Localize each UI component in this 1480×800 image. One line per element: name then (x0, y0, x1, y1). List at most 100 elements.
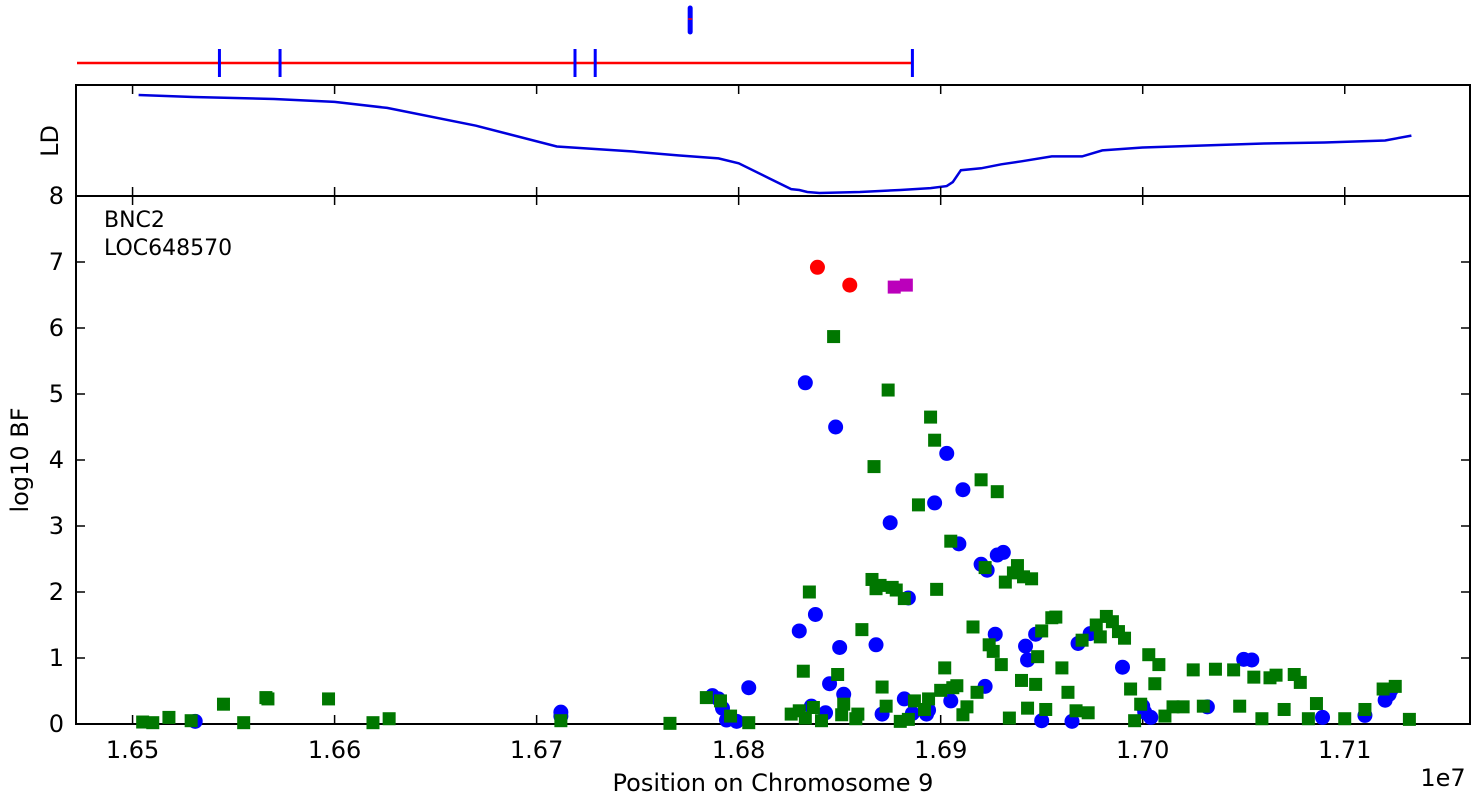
data-point-s3-35 (875, 680, 889, 694)
data-point-s3-107 (1269, 668, 1283, 682)
data-point-s3-52 (944, 534, 958, 548)
data-point-s1-1 (842, 277, 858, 293)
gene-label-loc648570: LOC648570 (104, 236, 232, 261)
data-point-s0-40 (1034, 713, 1050, 729)
data-point-s3-50 (934, 683, 948, 697)
y-tick-label-8: 8 (49, 182, 64, 210)
data-point-s3-75 (1035, 624, 1049, 638)
y-tick-label-1: 1 (49, 644, 64, 672)
data-point-s3-56 (960, 700, 974, 714)
data-point-s0-50 (1244, 652, 1260, 668)
data-point-s3-36 (879, 699, 893, 713)
data-point-s3-9 (366, 716, 380, 730)
data-point-s3-19 (796, 664, 810, 678)
data-point-s0-51 (1315, 709, 1331, 725)
data-point-s3-59 (974, 473, 988, 487)
data-point-s0-30 (955, 482, 971, 498)
data-point-s3-113 (1338, 712, 1352, 726)
data-point-s3-16 (742, 716, 756, 730)
data-point-s3-1 (146, 716, 160, 730)
data-point-s3-76 (1039, 702, 1053, 716)
data-point-s3-93 (1142, 648, 1156, 662)
data-point-s3-8 (322, 692, 336, 706)
ld-ylabel: LD (36, 125, 64, 157)
data-point-s3-71 (1021, 701, 1035, 715)
data-point-s0-34 (987, 626, 1003, 642)
ld-panel: LD (36, 84, 1471, 197)
data-point-s3-7 (261, 692, 275, 706)
data-point-s3-92 (1134, 697, 1148, 711)
data-point-s3-44 (911, 498, 925, 512)
data-point-s3-49 (930, 582, 944, 596)
data-point-s3-5 (237, 716, 251, 730)
data-point-s0-36 (995, 544, 1011, 560)
data-point-s3-84 (1089, 618, 1103, 632)
data-point-s3-0 (136, 715, 150, 729)
data-point-s3-73 (1029, 677, 1043, 691)
data-point-s3-83 (1081, 706, 1095, 720)
data-point-s0-18 (868, 637, 884, 653)
data-point-s3-68 (1010, 559, 1024, 573)
data-point-s3-79 (1055, 661, 1069, 675)
data-point-s3-29 (851, 707, 865, 721)
data-point-s3-72 (1025, 572, 1039, 586)
data-point-s3-80 (1061, 685, 1075, 699)
main-ticks: 1.65 1.66 1.67 1.68 1.69 1.70 1.71 0 1 2 3 4 5 6 7 8 (49, 182, 1470, 764)
data-point-s0-10 (797, 375, 813, 391)
data-point-s3-87 (1105, 615, 1119, 629)
data-point-s3-25 (831, 668, 845, 681)
data-point-s3-105 (1255, 712, 1269, 726)
data-point-s3-66 (1002, 711, 1016, 725)
x-tick-label-0: 1.65 (106, 736, 159, 764)
data-point-s3-57 (966, 620, 980, 634)
data-point-s3-104 (1247, 670, 1261, 684)
data-point-s3-115 (1376, 682, 1390, 696)
data-point-s3-46 (922, 692, 936, 706)
ld-ticks (131, 85, 1346, 196)
data-point-s0-20 (882, 515, 898, 531)
data-point-s2-1 (899, 278, 913, 292)
data-point-s0-16 (832, 639, 848, 655)
data-point-s3-78 (1049, 610, 1063, 624)
data-point-s3-114 (1358, 702, 1372, 716)
data-point-s3-45 (918, 702, 932, 716)
data-point-s3-69 (1014, 673, 1028, 687)
data-point-s3-116 (1388, 679, 1402, 693)
data-point-s3-117 (1402, 712, 1416, 726)
data-point-s3-37 (881, 383, 895, 397)
data-point-s3-21 (802, 585, 816, 599)
x-tick-label-3: 1.68 (712, 736, 765, 764)
data-point-s3-58 (970, 685, 984, 699)
data-point-s3-102 (1227, 663, 1241, 677)
y-tick-label-3: 3 (49, 512, 64, 540)
ld-curve (138, 93, 1412, 195)
data-point-s3-108 (1277, 702, 1291, 716)
data-point-s0-47 (1143, 709, 1159, 725)
data-point-s3-95 (1152, 658, 1166, 672)
data-point-s3-47 (924, 410, 938, 424)
data-point-s3-81 (1069, 704, 1083, 718)
data-point-s1-0 (809, 259, 825, 275)
data-point-s3-63 (990, 485, 1004, 499)
data-point-s3-89 (1118, 631, 1132, 645)
data-point-s0-8 (741, 680, 757, 696)
data-point-s3-23 (814, 714, 828, 728)
data-point-s3-54 (950, 679, 964, 693)
data-point-s3-99 (1186, 663, 1200, 677)
data-point-s3-27 (837, 697, 851, 711)
data-points (136, 259, 1416, 730)
data-point-s0-12 (807, 606, 823, 622)
y-tick-label-2: 2 (49, 578, 64, 606)
x-tick-label-2: 1.67 (510, 736, 563, 764)
data-point-s3-94 (1148, 677, 1162, 691)
x-tick-label-1: 1.66 (308, 736, 361, 764)
y-tick-label-4: 4 (49, 446, 64, 474)
data-point-s3-90 (1124, 682, 1138, 696)
data-point-s3-34 (873, 578, 887, 592)
x-tick-label-6: 1.71 (1318, 736, 1371, 764)
data-point-s3-110 (1293, 675, 1307, 689)
data-point-s3-62 (986, 644, 1000, 658)
data-point-s3-24 (827, 330, 841, 344)
ld-panel-frame (75, 84, 1471, 197)
